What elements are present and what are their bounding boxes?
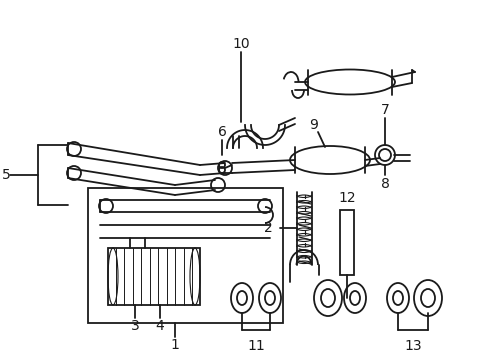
Text: 12: 12 [338,191,355,205]
Text: 1: 1 [170,338,179,352]
Bar [108,248,200,305]
Text: 2: 2 [263,221,272,235]
Text: 10: 10 [232,37,249,51]
Text: 13: 13 [404,339,421,353]
Text: 4: 4 [155,319,164,333]
Text: 9: 9 [309,118,318,132]
Text: 6: 6 [217,125,226,139]
Bar [88,188,283,323]
Text: 8: 8 [380,177,388,191]
Text: 7: 7 [380,103,388,117]
Text: 11: 11 [246,339,264,353]
Text: 5: 5 [1,168,10,182]
Bar [339,210,353,275]
Text: 3: 3 [130,319,139,333]
